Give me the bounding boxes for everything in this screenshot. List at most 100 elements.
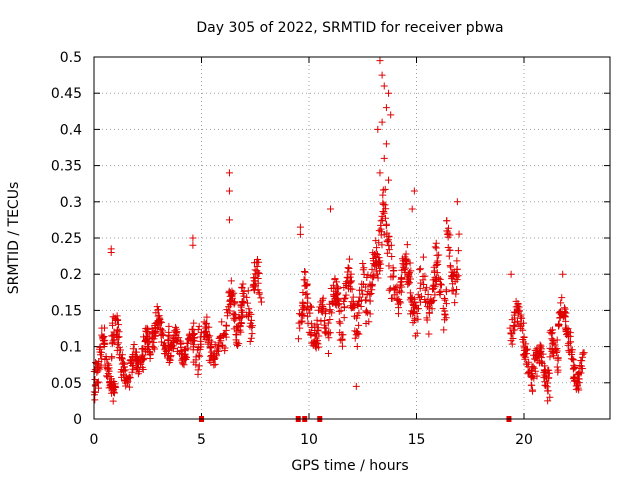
data-point [379,200,387,208]
data-point [106,372,114,380]
data-point [376,267,384,275]
data-point [113,341,121,349]
data-point [225,187,233,195]
data-point [390,284,398,292]
data-point [423,316,431,324]
y-tick-label: 0.1 [60,340,82,356]
data-point [145,330,153,338]
data-point [517,324,525,332]
data-point [409,300,417,308]
data-point [351,302,359,310]
data-point [237,320,245,328]
data-point [406,289,414,297]
data-point [115,328,123,336]
data-point [296,324,304,332]
data-point [572,382,580,390]
data-point [522,350,530,358]
data-point [254,279,262,287]
data-point [245,309,253,317]
data-point [193,346,201,354]
data-point [382,104,390,112]
data-point [120,360,128,368]
data-point [359,260,367,268]
data-point [395,295,403,303]
data-point [416,266,424,274]
data-point [196,352,204,360]
data-point [362,307,370,315]
data-point [442,300,450,308]
data-point [518,314,526,322]
data-point [395,304,403,312]
y-tick-label: 0 [73,412,82,428]
data-point [237,303,245,311]
data-point [527,373,535,381]
data-point [180,345,188,353]
data-point [351,334,359,342]
data-point [378,216,386,224]
data-point [507,270,515,278]
data-point [561,308,569,316]
data-point [192,361,200,369]
data-point [435,251,443,259]
data-point [165,328,173,336]
data-point [368,265,376,273]
data-point [575,375,583,383]
data-point [184,339,192,347]
data-point [159,327,167,335]
data-point [377,228,385,236]
data-point [98,333,106,341]
data-point [527,381,535,389]
data-point [536,344,544,352]
data-point [444,244,452,252]
data-point [453,286,461,294]
data-point [160,341,168,349]
data-point [546,393,554,401]
data-point [334,296,342,304]
data-point [94,360,102,368]
data-point [434,261,442,269]
data-point [222,326,230,334]
data-point [366,297,374,305]
data-point [251,273,259,281]
data-point [556,314,564,322]
data-point [443,217,451,225]
data-point [409,308,417,316]
data-point [106,381,114,389]
data-point [100,324,108,332]
data-point [232,331,240,339]
data-point [375,260,383,268]
data-point [369,249,377,257]
data-point [190,319,198,327]
data-point [94,378,102,386]
data-point [230,316,238,324]
data-point [533,349,541,357]
data-point [194,366,202,374]
data-point [213,347,221,355]
data-point [557,299,565,307]
data-point [180,361,188,369]
data-point [437,281,445,289]
data-point [560,311,568,319]
data-point [250,286,258,294]
data-point [239,297,247,305]
data-point [417,279,425,287]
data-point [515,320,523,328]
data-point [113,332,121,340]
data-point [107,248,115,256]
data-point [355,309,363,317]
data-point [515,303,523,311]
data-point [226,301,234,309]
data-point [409,319,417,327]
data-point [569,365,577,373]
data-point [301,282,309,290]
data-point [247,310,255,318]
data-point [351,312,359,320]
data-point [225,169,233,177]
data-point [146,354,154,362]
data-point [195,322,203,330]
data-point [348,285,356,293]
data-point [338,336,346,344]
data-point [98,355,106,363]
data-point [425,330,433,338]
data-point [150,335,158,343]
